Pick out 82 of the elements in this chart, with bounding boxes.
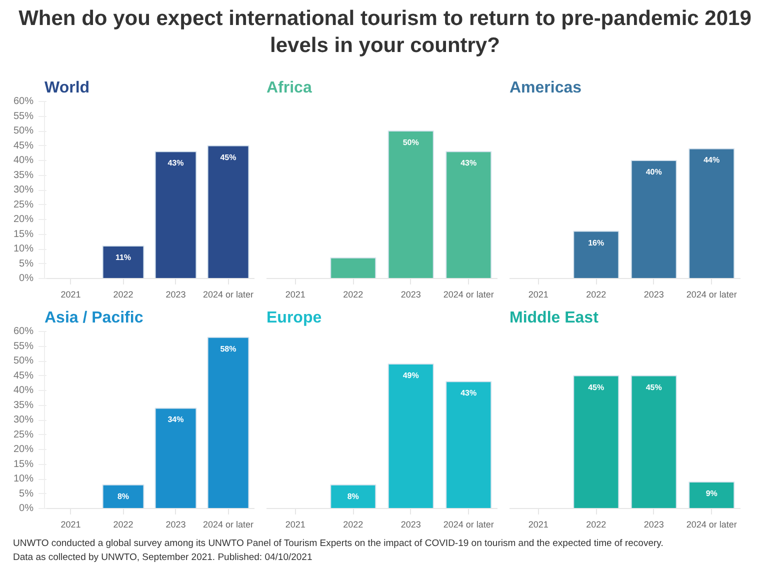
x-tick-label: 2024 or later (202, 520, 254, 530)
data-label: 50% (402, 138, 419, 147)
data-label: 43% (168, 158, 184, 168)
y-tick-label: 0% (19, 503, 34, 514)
y-tick-label: 0% (19, 273, 34, 284)
y-tick-label: 5% (19, 258, 34, 270)
text: When do you expect international tourism to return to pre-pandemic 2019 levels in your country? (18, 6, 752, 60)
chart-title: Middle East (510, 310, 600, 326)
data-label: 11% (115, 253, 132, 262)
data-label: 40% (646, 168, 662, 176)
y-tick-label: 50% (13, 356, 34, 366)
data-label: 45% (588, 382, 604, 392)
bar (207, 145, 250, 278)
x-tick-label: 2023 (166, 290, 186, 300)
text: Data as collected by UNWTO, September 2021. Published: 04/10/2021 (13, 552, 312, 563)
x-tick-label: 2021 (528, 520, 548, 530)
chart-title: Europe (266, 310, 322, 326)
y-tick-label: 40% (13, 155, 34, 166)
x-tick-label: 2024 or later (443, 520, 494, 530)
bar (102, 484, 144, 508)
y-tick-label: 25% (13, 429, 34, 440)
y-tick-label: 55% (13, 340, 34, 352)
x-tick-label: 2021 (528, 290, 548, 300)
data-label: 44% (704, 156, 720, 165)
data-label: 16% (588, 238, 604, 248)
x-tick-label: 2023 (644, 520, 664, 530)
x-tick-label: 2022 (586, 520, 606, 530)
text: UNWTO conducted a global survey among its UNWTO Panel of Tourism Experts on the impact of COVID-19 on tourism and the expected time of recovery. (13, 538, 664, 549)
x-tick-label: 2022 (343, 520, 364, 530)
data-label: 34% (168, 415, 184, 424)
data-label: 8% (347, 492, 359, 501)
x-tick-label: 2024 or later (686, 520, 737, 530)
data-label: 43% (460, 388, 477, 398)
x-tick-label: 2023 (644, 290, 664, 300)
bar (154, 408, 197, 508)
data-label: 45% (646, 382, 662, 392)
y-tick-label: 25% (13, 199, 34, 210)
y-tick-label: 5% (19, 488, 34, 500)
x-tick-label: 2021 (60, 520, 81, 530)
chart-title: Africa (266, 80, 312, 96)
chart-title: Americas (510, 80, 582, 96)
y-tick-label: 30% (13, 184, 34, 196)
data-label: 8% (117, 492, 130, 501)
x-tick-label: 2021 (285, 290, 306, 300)
y-tick-label: 45% (13, 370, 34, 382)
x-tick-label: 2024 or later (202, 290, 254, 300)
x-tick-label: 2024 or later (443, 290, 494, 300)
y-tick-label: 20% (13, 444, 34, 455)
y-tick-label: 50% (13, 126, 34, 136)
y-tick-label: 55% (13, 110, 34, 122)
y-tick-label: 45% (13, 140, 34, 152)
x-tick-label: 2023 (400, 290, 421, 300)
y-tick-label: 60% (13, 326, 34, 337)
x-tick-label: 2022 (586, 290, 606, 300)
y-tick-label: 35% (13, 170, 34, 181)
bar (102, 246, 144, 278)
y-tick-label: 30% (13, 414, 34, 426)
x-tick-label: 2021 (60, 290, 81, 300)
y-tick-label: 60% (13, 96, 34, 107)
data-label: 58% (220, 344, 236, 354)
y-tick-label: 15% (13, 458, 34, 470)
y-tick-label: 15% (13, 228, 34, 240)
y-tick-label: 20% (13, 214, 34, 225)
x-tick-label: 2024 or later (686, 290, 737, 300)
data-label: 49% (402, 370, 419, 380)
y-tick-label: 10% (13, 244, 34, 254)
x-tick-label: 2022 (113, 290, 134, 300)
x-tick-label: 2021 (285, 520, 306, 530)
y-tick-label: 35% (13, 400, 34, 411)
bar (154, 151, 197, 278)
data-label: 9% (706, 488, 718, 498)
data-label: 43% (460, 158, 477, 168)
y-tick-label: 40% (13, 385, 34, 396)
chart-title: Asia / Pacific (44, 310, 144, 326)
x-tick-label: 2023 (166, 520, 186, 530)
data-label: 45% (220, 152, 236, 162)
y-tick-label: 10% (13, 474, 34, 484)
chart-title: World (44, 80, 90, 96)
x-tick-label: 2022 (113, 520, 134, 530)
x-tick-label: 2023 (400, 520, 421, 530)
bar (207, 336, 250, 508)
x-tick-label: 2022 (343, 290, 364, 300)
